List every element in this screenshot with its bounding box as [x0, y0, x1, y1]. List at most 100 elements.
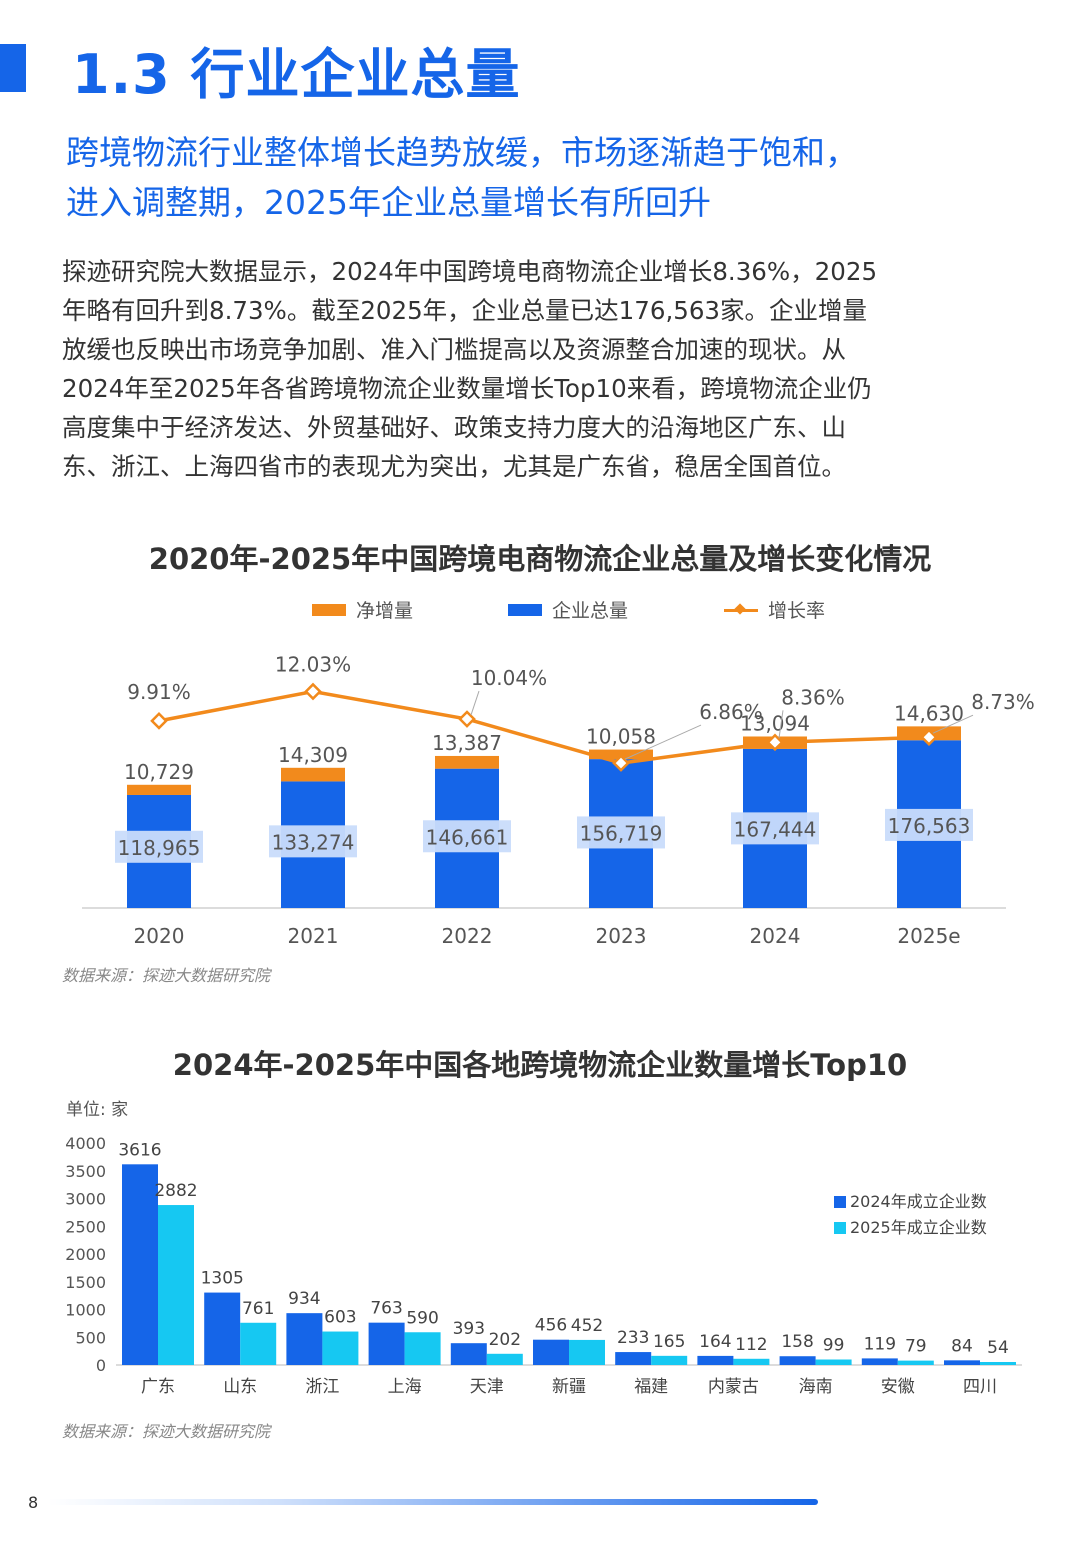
bar-2025: [158, 1205, 194, 1365]
data-label-2025: 165: [653, 1332, 685, 1352]
y-tick-label: 2500: [65, 1217, 106, 1236]
data-label-2025: 54: [987, 1338, 1009, 1358]
chart2-title: 2024年-2025年中国各地跨境物流企业数量增长Top10: [172, 1048, 908, 1082]
data-label-2025: 99: [823, 1336, 845, 1356]
growth-rate-leader: [470, 690, 480, 716]
bar-2025: [815, 1359, 852, 1365]
data-label-growth-rate: 8.36%: [781, 685, 845, 709]
bar-2024: [122, 1164, 158, 1365]
chart2-source: 数据来源：探迹大数据研究院: [62, 1422, 271, 1441]
data-label-net-increase: 10,729: [124, 760, 194, 784]
bar-net-increase: [127, 784, 191, 795]
x-tick-label: 上海: [388, 1377, 422, 1397]
data-label-bg: [115, 830, 203, 863]
chart1-legend: 净增量 企业总量 增长率: [0, 596, 1080, 622]
subtitle-line: 跨境物流行业整体增长趋势放缓，市场逐渐趋于饱和，: [66, 133, 858, 172]
x-tick-label: 2020: [134, 924, 185, 948]
data-label-2025: 79: [905, 1337, 927, 1357]
data-label-total: 133,274: [272, 830, 355, 854]
data-label-growth-rate: 8.73%: [971, 690, 1035, 714]
data-label-2024: 763: [370, 1299, 402, 1319]
legend-line-marker: [724, 603, 758, 617]
x-tick-label: 2022: [442, 924, 493, 948]
y-tick-label: 0: [96, 1356, 106, 1375]
x-tick-label: 广东: [141, 1377, 175, 1397]
growth-rate-marker: [150, 712, 168, 730]
chart1-source: 数据来源：探迹大数据研究院: [62, 966, 271, 985]
subtitle-line: 进入调整期，2025年企业总量增长有所回升: [66, 183, 711, 222]
bar-2025: [651, 1355, 688, 1365]
x-tick-label: 2025e: [897, 924, 960, 948]
legend-swatch: [834, 1222, 846, 1234]
body-line: 2024年至2025年各省跨境物流企业数量增长Top10来看，跨境物流企业仍: [62, 374, 872, 403]
bar-2024: [944, 1360, 980, 1365]
x-tick-label: 新疆: [552, 1377, 586, 1397]
data-label-net-increase: 13,094: [740, 711, 810, 735]
legend-item-growth-rate: 增长率: [724, 596, 825, 623]
x-tick-label: 2024: [750, 924, 801, 948]
footer-gradient-line: [48, 1499, 818, 1505]
bar-2024: [861, 1358, 898, 1365]
legend-swatch: [508, 603, 542, 616]
growth-rate-marker: [304, 682, 322, 701]
bar-2024: [204, 1292, 241, 1365]
bar-2024: [533, 1339, 569, 1365]
y-tick-label: 3000: [65, 1190, 106, 1209]
data-label-total: 156,719: [580, 821, 663, 845]
legend-label: 净增量: [356, 600, 414, 622]
x-tick-label: 内蒙古: [708, 1377, 759, 1397]
data-label-net-increase: 14,630: [894, 701, 964, 725]
bar-2024: [779, 1356, 816, 1365]
bar-2025: [733, 1358, 770, 1365]
bar-2024: [368, 1322, 405, 1365]
legend-swatch: [834, 1196, 846, 1208]
growth-rate-leader: [778, 710, 784, 739]
y-axis-unit-label: 单位: 家: [66, 1100, 128, 1120]
subtitle: 跨境物流行业整体增长趋势放缓，市场逐渐趋于饱和， 进入调整期，2025年企业总量…: [66, 128, 1026, 228]
legend-item-net-increase: 净增量: [312, 596, 413, 623]
data-label-growth-rate: 10.04%: [471, 666, 547, 690]
bar-net-increase: [435, 755, 499, 769]
bar-2025: [486, 1353, 523, 1365]
x-tick-label: 天津: [470, 1377, 504, 1397]
x-tick-label: 福建: [634, 1377, 668, 1397]
growth-rate-line: [158, 689, 930, 765]
data-label-growth-rate: 9.91%: [127, 680, 191, 704]
data-label-bg: [885, 808, 973, 841]
data-label-2025: 2882: [154, 1181, 197, 1201]
data-label-2025: 603: [324, 1308, 356, 1328]
growth-rate-leader: [932, 714, 974, 734]
body-line: 探迹研究院大数据显示，2024年中国跨境电商物流企业增长8.36%，2025: [62, 257, 878, 286]
x-tick-label: 山东: [223, 1377, 257, 1397]
bar-2024: [286, 1313, 323, 1365]
data-label-total: 146,661: [426, 825, 509, 849]
legend-label: 增长率: [768, 600, 826, 622]
chart1-title: 2020年-2025年中国跨境电商物流企业总量及增长变化情况: [148, 542, 932, 576]
bar-2025: [404, 1332, 441, 1365]
data-label-2024: 84: [951, 1336, 973, 1356]
data-label-2024: 934: [288, 1289, 320, 1309]
y-tick-label: 3500: [65, 1162, 106, 1181]
data-label-2024: 119: [864, 1334, 896, 1354]
data-label-bg: [423, 820, 511, 853]
bar-2024: [450, 1343, 487, 1365]
y-tick-label: 1000: [65, 1301, 106, 1320]
body-line: 放缓也反映出市场竞争加剧、准入门槛提高以及资源整合加速的现状。从: [62, 335, 846, 364]
data-label-growth-rate: 6.86%: [699, 700, 763, 724]
growth-rate-leader: [624, 724, 702, 760]
chart2-plot: 单位: 家 0 500 1000 1500 2000 2500 3000 3500 4000 361…: [65, 1100, 1022, 1397]
data-label-bg: [269, 825, 357, 858]
data-label-2024: 158: [781, 1332, 813, 1352]
data-label-net-increase: 10,058: [586, 725, 656, 749]
data-label-net-increase: 13,387: [432, 731, 502, 755]
data-label-bg: [731, 812, 819, 845]
x-tick-label: 四川: [963, 1377, 997, 1397]
data-label-2024: 393: [453, 1319, 485, 1339]
data-label-2024: 456: [535, 1316, 567, 1336]
data-label-total: 176,563: [888, 814, 971, 838]
legend-label: 2024年成立企业数: [850, 1192, 987, 1211]
data-label-2024: 164: [699, 1332, 731, 1352]
growth-rate-marker: [612, 754, 630, 772]
legend-swatch: [312, 603, 346, 616]
legend-label: 2025年成立企业数: [850, 1218, 987, 1237]
